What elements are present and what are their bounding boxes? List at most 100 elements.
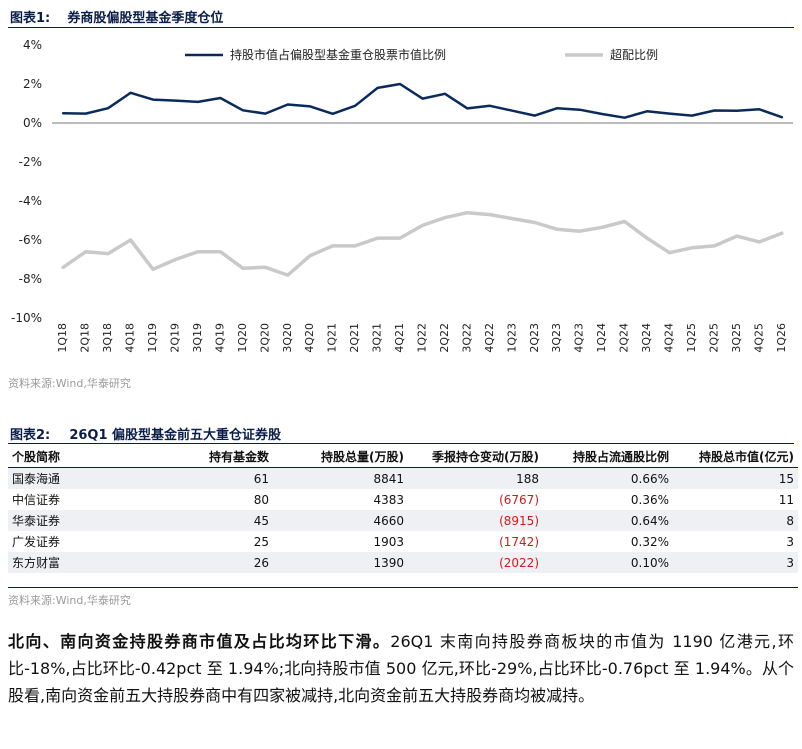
x-tick-label: 2Q19 bbox=[169, 323, 182, 353]
col-header-float-ratio: 持股占流通股比例 bbox=[543, 445, 673, 468]
x-tick-label: 1Q24 bbox=[595, 323, 608, 353]
x-tick-label: 1Q22 bbox=[416, 323, 429, 353]
cell-shares: 8841 bbox=[273, 467, 408, 489]
cell-shares: 1390 bbox=[273, 552, 408, 573]
x-tick-label: 2Q25 bbox=[707, 323, 720, 353]
x-tick-label: 1Q25 bbox=[685, 323, 698, 353]
cell-market-value: 15 bbox=[673, 467, 798, 489]
figure2-source: 资料来源:Wind,华泰研究 bbox=[8, 594, 131, 607]
x-tick-label: 3Q20 bbox=[281, 323, 294, 353]
cell-market-value: 8 bbox=[673, 510, 798, 531]
x-tick-label: 4Q24 bbox=[663, 323, 676, 353]
paragraph-body: 26Q1 末南向持股券商板块的市值为 1190 亿港元,环比-18%,占比环比-… bbox=[8, 632, 794, 705]
analysis-paragraph: 北向、南向资金持股券商市值及占比均环比下滑。26Q1 末南向持股券商板块的市值为… bbox=[8, 628, 794, 709]
x-tick-label: 1Q19 bbox=[146, 323, 159, 353]
y-tick-label: -8% bbox=[19, 272, 42, 286]
figure1-source: 资料来源:Wind,华泰研究 bbox=[8, 377, 131, 390]
table-row: 国泰海通 61 8841 188 0.66% 15 bbox=[8, 467, 798, 489]
cell-stock: 国泰海通 bbox=[8, 467, 158, 489]
cell-float-ratio: 0.32% bbox=[630, 534, 669, 549]
legend-label-0: 持股市值占偏股型基金重仓股票市值比例 bbox=[230, 47, 446, 62]
figure2-label: 图表2: bbox=[10, 428, 51, 443]
figure2-rule bbox=[8, 443, 794, 444]
x-tick-label: 3Q21 bbox=[371, 323, 384, 353]
y-tick-label: 2% bbox=[23, 77, 42, 91]
x-tick-label: 1Q23 bbox=[505, 323, 518, 353]
x-tick-label: 2Q23 bbox=[528, 323, 541, 353]
table-bottom-rule bbox=[8, 587, 798, 588]
cell-float-ratio: 0.64% bbox=[543, 510, 673, 531]
x-tick-label: 3Q18 bbox=[101, 323, 114, 353]
table-row: 广发证券 25 1903 (1742) 0.32% 3 bbox=[8, 531, 798, 552]
x-tick-label: 4Q25 bbox=[752, 323, 765, 353]
y-tick-label: -2% bbox=[19, 155, 42, 169]
cell-fund-count: 25 bbox=[253, 534, 269, 549]
cell-stock: 广发证券 bbox=[12, 535, 61, 549]
cell-market-value: 3 bbox=[786, 534, 794, 549]
x-tick-label: 3Q24 bbox=[640, 323, 653, 353]
paragraph-lead: 北向、南向资金持股券商市值及占比均环比下滑。 bbox=[8, 632, 391, 651]
x-tick-label: 4Q21 bbox=[393, 323, 406, 353]
cell-stock: 东方财富 bbox=[8, 552, 158, 573]
table-row: 华泰证券 45 4660 (8915) 0.64% 8 bbox=[8, 510, 798, 531]
cell-market-value: 3 bbox=[673, 552, 798, 573]
x-tick-label: 2Q20 bbox=[258, 323, 271, 353]
table-row: 中信证券 80 4383 (6767) 0.36% 11 bbox=[8, 489, 798, 510]
col-header-fund-count: 持有基金数 bbox=[158, 445, 273, 468]
x-tick-label: 2Q21 bbox=[348, 323, 361, 353]
series-lines bbox=[61, 82, 784, 277]
cell-stock: 中信证券 bbox=[12, 493, 61, 507]
x-tick-label: 2Q24 bbox=[618, 323, 631, 353]
y-tick-label: 4% bbox=[23, 38, 42, 52]
x-tick-label: 4Q20 bbox=[303, 323, 316, 353]
cell-fund-count: 26 bbox=[158, 552, 273, 573]
x-tick-label: 2Q18 bbox=[79, 323, 92, 353]
y-axis-ticks: 4% 2% 0% -2% -4% -6% -8% -10% bbox=[11, 38, 42, 325]
cell-stock: 华泰证券 bbox=[8, 510, 158, 531]
x-tick-label: 1Q21 bbox=[326, 323, 339, 353]
figure1-title: 图表1: 券商股偏股型基金季度仓位 bbox=[10, 7, 223, 26]
series-line-1 bbox=[61, 210, 784, 277]
figure1-rule bbox=[8, 27, 794, 28]
cell-shares: 1903 bbox=[373, 534, 404, 549]
x-tick-label: 1Q20 bbox=[236, 323, 249, 353]
x-tick-label: 3Q19 bbox=[191, 323, 204, 353]
table-row: 东方财富 26 1390 (2022) 0.10% 3 bbox=[8, 552, 798, 573]
figure1-caption: 券商股偏股型基金季度仓位 bbox=[67, 11, 224, 26]
figure1-label: 图表1: bbox=[10, 11, 51, 26]
series-line-0 bbox=[61, 82, 784, 119]
x-tick-label: 4Q19 bbox=[213, 323, 226, 353]
cell-float-ratio: 0.10% bbox=[543, 552, 673, 573]
cell-float-ratio: 0.66% bbox=[543, 467, 673, 489]
cell-fund-count: 80 bbox=[253, 492, 269, 507]
x-tick-label: 3Q25 bbox=[730, 323, 743, 353]
cell-change: (2022) bbox=[408, 552, 543, 573]
x-tick-label: 4Q18 bbox=[124, 323, 137, 353]
x-tick-label: 4Q23 bbox=[573, 323, 586, 353]
col-header-shares: 持股总量(万股) bbox=[273, 445, 408, 468]
x-tick-label: 1Q18 bbox=[56, 323, 69, 353]
x-tick-label: 2Q22 bbox=[438, 323, 451, 353]
col-header-change: 季报持仓变动(万股) bbox=[408, 445, 543, 468]
cell-float-ratio: 0.36% bbox=[630, 492, 669, 507]
cell-fund-count: 45 bbox=[158, 510, 273, 531]
figure2-caption: 26Q1 偏股型基金前五大重仓证券股 bbox=[69, 428, 282, 443]
top5-holdings-table: 个股简称 持有基金数 持股总量(万股) 季报持仓变动(万股) 持股占流通股比例 … bbox=[8, 445, 798, 573]
x-tick-label: 3Q23 bbox=[550, 323, 563, 353]
legend-label-1: 超配比例 bbox=[610, 47, 658, 62]
x-tick-label: 1Q26 bbox=[775, 323, 788, 353]
cell-shares: 4660 bbox=[273, 510, 408, 531]
y-tick-label: -6% bbox=[19, 233, 42, 247]
y-tick-label: -10% bbox=[11, 311, 42, 325]
cell-change: (1742) bbox=[499, 534, 539, 549]
x-axis-ticks: 1Q18 2Q18 3Q18 4Q18 1Q19 2Q19 3Q19 4Q19 1Q20 2Q20… bbox=[56, 323, 788, 353]
col-header-stock: 个股简称 bbox=[8, 445, 158, 468]
x-tick-label: 4Q22 bbox=[483, 323, 496, 353]
cell-fund-count: 61 bbox=[158, 467, 273, 489]
cell-change: 188 bbox=[408, 467, 543, 489]
cell-market-value: 11 bbox=[778, 492, 794, 507]
chart-legend: 持股市值占偏股型基金重仓股票市值比例 超配比例 bbox=[185, 47, 658, 62]
cell-shares: 4383 bbox=[373, 492, 404, 507]
y-tick-label: -4% bbox=[19, 194, 42, 208]
cell-change: (6767) bbox=[499, 492, 539, 507]
